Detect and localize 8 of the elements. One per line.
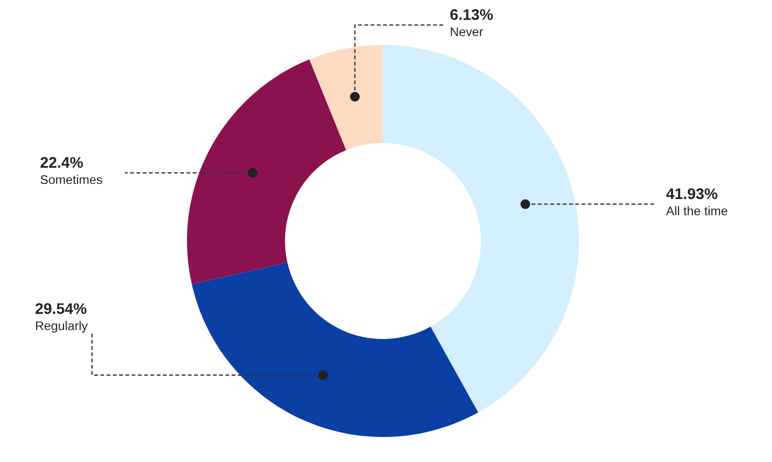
slice-label: Sometimes: [40, 174, 102, 184]
data-label: 22.4%: [40, 157, 83, 168]
slice-label: Regularly: [36, 321, 88, 333]
data-label: 29.54%: [36, 303, 86, 314]
data-label: 41.93%: [666, 188, 718, 200]
slice-label: Never: [450, 27, 483, 36]
slice-label: All the time: [666, 206, 728, 216]
data-label: 6.13%: [450, 9, 493, 20]
